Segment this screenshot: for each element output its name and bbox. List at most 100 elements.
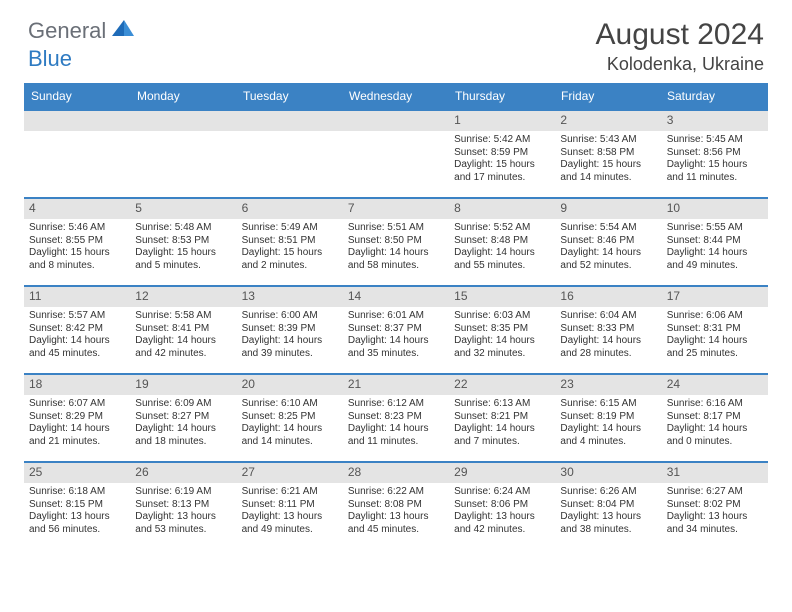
daylight-text: Daylight: 14 hours and 58 minutes. (348, 247, 444, 272)
daylight-text: Daylight: 14 hours and 7 minutes. (454, 423, 550, 448)
day-body: Sunrise: 5:52 AMSunset: 8:48 PMDaylight:… (449, 219, 555, 276)
day-cell (343, 111, 449, 197)
sunrise-text: Sunrise: 6:06 AM (667, 310, 763, 323)
day-cell: 14Sunrise: 6:01 AMSunset: 8:37 PMDayligh… (343, 287, 449, 373)
week-row: 25Sunrise: 6:18 AMSunset: 8:15 PMDayligh… (24, 461, 768, 549)
sunrise-text: Sunrise: 6:12 AM (348, 398, 444, 411)
calendar: SundayMondayTuesdayWednesdayThursdayFrid… (0, 83, 792, 549)
daylight-text: Daylight: 13 hours and 49 minutes. (242, 511, 338, 536)
day-body: Sunrise: 5:45 AMSunset: 8:56 PMDaylight:… (662, 131, 768, 188)
sunrise-text: Sunrise: 6:18 AM (29, 486, 125, 499)
sunset-text: Sunset: 8:21 PM (454, 411, 550, 424)
day-body: Sunrise: 5:57 AMSunset: 8:42 PMDaylight:… (24, 307, 130, 364)
day-cell: 19Sunrise: 6:09 AMSunset: 8:27 PMDayligh… (130, 375, 236, 461)
day-number: 3 (662, 111, 768, 131)
daylight-text: Daylight: 14 hours and 11 minutes. (348, 423, 444, 448)
sunrise-text: Sunrise: 6:15 AM (560, 398, 656, 411)
day-cell: 1Sunrise: 5:42 AMSunset: 8:59 PMDaylight… (449, 111, 555, 197)
day-cell: 27Sunrise: 6:21 AMSunset: 8:11 PMDayligh… (237, 463, 343, 549)
daylight-text: Daylight: 14 hours and 49 minutes. (667, 247, 763, 272)
daylight-text: Daylight: 14 hours and 42 minutes. (135, 335, 231, 360)
daylight-text: Daylight: 14 hours and 39 minutes. (242, 335, 338, 360)
sunrise-text: Sunrise: 5:58 AM (135, 310, 231, 323)
day-number: 1 (449, 111, 555, 131)
week-row: 4Sunrise: 5:46 AMSunset: 8:55 PMDaylight… (24, 197, 768, 285)
day-cell: 31Sunrise: 6:27 AMSunset: 8:02 PMDayligh… (662, 463, 768, 549)
sunset-text: Sunset: 8:11 PM (242, 499, 338, 512)
daylight-text: Daylight: 15 hours and 5 minutes. (135, 247, 231, 272)
sunset-text: Sunset: 8:27 PM (135, 411, 231, 424)
sunrise-text: Sunrise: 5:46 AM (29, 222, 125, 235)
logo-text-blue: Blue (28, 46, 72, 71)
daylight-text: Daylight: 13 hours and 56 minutes. (29, 511, 125, 536)
day-number: 8 (449, 199, 555, 219)
sunset-text: Sunset: 8:44 PM (667, 235, 763, 248)
sunset-text: Sunset: 8:04 PM (560, 499, 656, 512)
day-number: 24 (662, 375, 768, 395)
day-cell: 17 Sunrise: 6:06 AMSunset: 8:31 PMDayligh… (662, 287, 768, 373)
daylight-text: Daylight: 14 hours and 32 minutes. (454, 335, 550, 360)
daylight-text: Daylight: 14 hours and 45 minutes. (29, 335, 125, 360)
day-body: Sunrise: 6:01 AMSunset: 8:37 PMDaylight:… (343, 307, 449, 364)
day-number (130, 111, 236, 131)
sunrise-text: Sunrise: 6:27 AM (667, 486, 763, 499)
day-number: 17 (662, 287, 768, 307)
day-number: 10 (662, 199, 768, 219)
sunrise-text: Sunrise: 6:21 AM (242, 486, 338, 499)
sunrise-text: Sunrise: 6:07 AM (29, 398, 125, 411)
daylight-text: Daylight: 13 hours and 42 minutes. (454, 511, 550, 536)
sunset-text: Sunset: 8:31 PM (667, 323, 763, 336)
sunset-text: Sunset: 8:29 PM (29, 411, 125, 424)
daylight-text: Daylight: 15 hours and 2 minutes. (242, 247, 338, 272)
sunset-text: Sunset: 8:33 PM (560, 323, 656, 336)
day-number: 7 (343, 199, 449, 219)
day-body: Sunrise: 6:09 AMSunset: 8:27 PMDaylight:… (130, 395, 236, 452)
day-cell: 16Sunrise: 6:04 AMSunset: 8:33 PMDayligh… (555, 287, 661, 373)
day-number: 19 (130, 375, 236, 395)
day-body: Sunrise: 6:00 AMSunset: 8:39 PMDaylight:… (237, 307, 343, 364)
day-cell: 11Sunrise: 5:57 AMSunset: 8:42 PMDayligh… (24, 287, 130, 373)
day-cell: 3Sunrise: 5:45 AMSunset: 8:56 PMDaylight… (662, 111, 768, 197)
weekday-header: Monday (131, 84, 237, 108)
daylight-text: Daylight: 14 hours and 55 minutes. (454, 247, 550, 272)
day-number: 20 (237, 375, 343, 395)
week-row: 11Sunrise: 5:57 AMSunset: 8:42 PMDayligh… (24, 285, 768, 373)
daylight-text: Daylight: 14 hours and 25 minutes. (667, 335, 763, 360)
sunrise-text: Sunrise: 5:45 AM (667, 134, 763, 147)
day-number: 30 (555, 463, 661, 483)
day-body: Sunrise: 6:04 AMSunset: 8:33 PMDaylight:… (555, 307, 661, 364)
daylight-text: Daylight: 14 hours and 21 minutes. (29, 423, 125, 448)
day-number: 11 (24, 287, 130, 307)
day-cell: 20Sunrise: 6:10 AMSunset: 8:25 PMDayligh… (237, 375, 343, 461)
sunset-text: Sunset: 8:23 PM (348, 411, 444, 424)
day-body: Sunrise: 6:26 AMSunset: 8:04 PMDaylight:… (555, 483, 661, 540)
daylight-text: Daylight: 15 hours and 17 minutes. (454, 159, 550, 184)
weekday-header: Saturday (661, 84, 767, 108)
week-row: 18Sunrise: 6:07 AMSunset: 8:29 PMDayligh… (24, 373, 768, 461)
day-number: 4 (24, 199, 130, 219)
sunrise-text: Sunrise: 6:04 AM (560, 310, 656, 323)
sunrise-text: Sunrise: 5:57 AM (29, 310, 125, 323)
day-cell: 23Sunrise: 6:15 AMSunset: 8:19 PMDayligh… (555, 375, 661, 461)
sunrise-text: Sunrise: 6:19 AM (135, 486, 231, 499)
day-body: Sunrise: 5:43 AMSunset: 8:58 PMDaylight:… (555, 131, 661, 188)
day-body: Sunrise: 6:12 AMSunset: 8:23 PMDaylight:… (343, 395, 449, 452)
day-body: Sunrise: 6:07 AMSunset: 8:29 PMDaylight:… (24, 395, 130, 452)
day-number: 31 (662, 463, 768, 483)
daylight-text: Daylight: 14 hours and 18 minutes. (135, 423, 231, 448)
weekday-header: Sunday (25, 84, 131, 108)
day-cell: 6Sunrise: 5:49 AMSunset: 8:51 PMDaylight… (237, 199, 343, 285)
day-number: 28 (343, 463, 449, 483)
sunrise-text: Sunrise: 6:09 AM (135, 398, 231, 411)
day-cell (24, 111, 130, 197)
daylight-text: Daylight: 15 hours and 14 minutes. (560, 159, 656, 184)
sunrise-text: Sunrise: 5:43 AM (560, 134, 656, 147)
day-number: 6 (237, 199, 343, 219)
day-number: 2 (555, 111, 661, 131)
location: Kolodenka, Ukraine (596, 54, 764, 75)
sunset-text: Sunset: 8:41 PM (135, 323, 231, 336)
sunrise-text: Sunrise: 6:26 AM (560, 486, 656, 499)
daylight-text: Daylight: 13 hours and 53 minutes. (135, 511, 231, 536)
daylight-text: Daylight: 13 hours and 34 minutes. (667, 511, 763, 536)
day-number: 21 (343, 375, 449, 395)
